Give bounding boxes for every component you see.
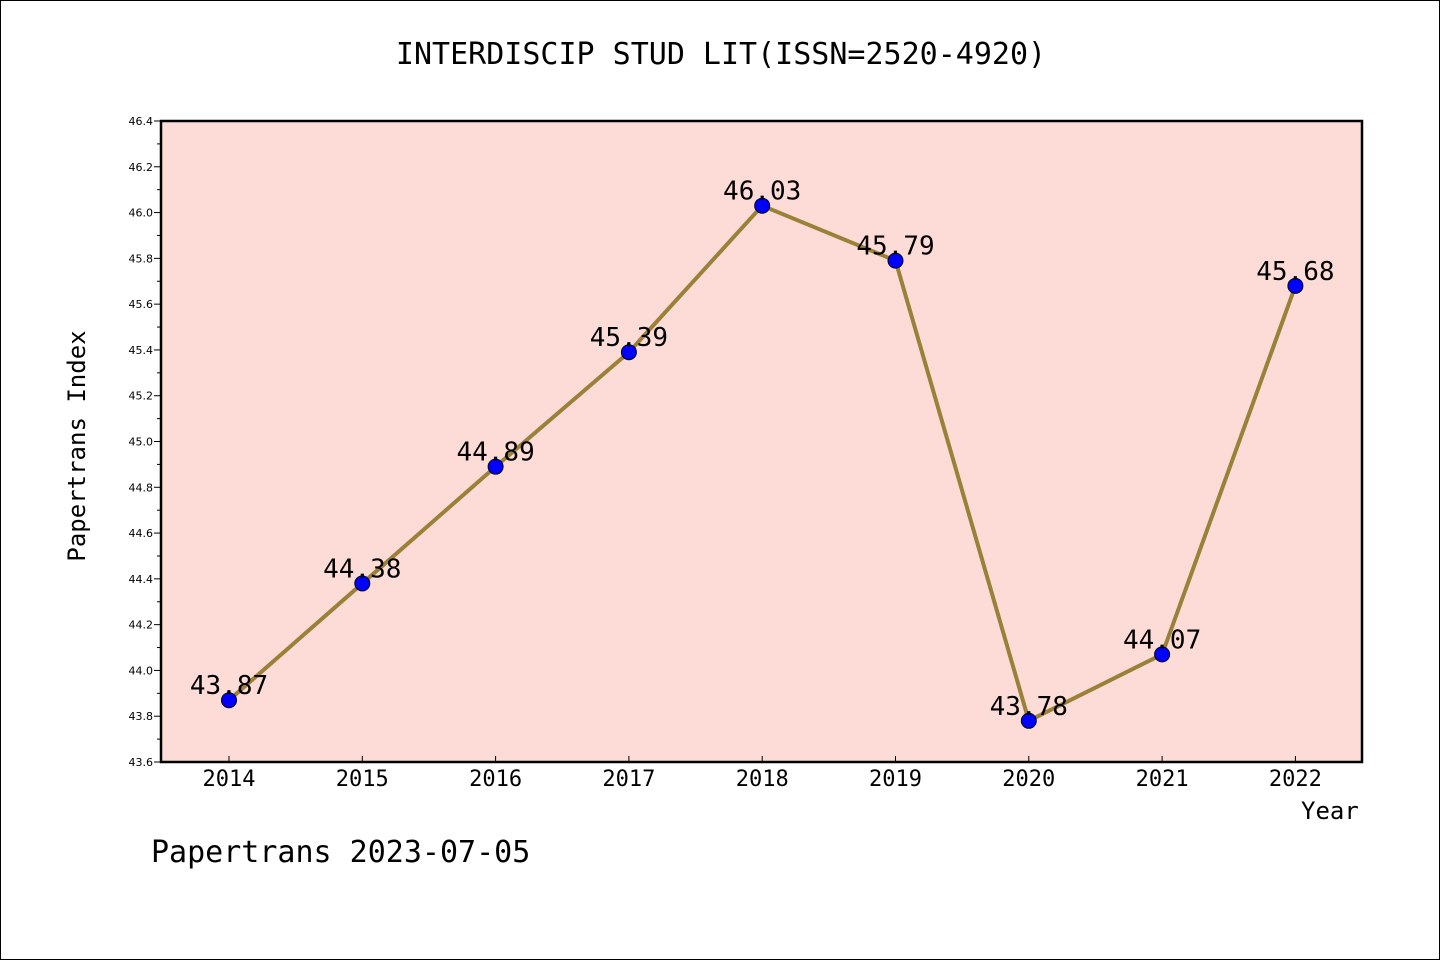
data-point — [1287, 277, 1304, 294]
data-point — [487, 458, 504, 475]
data-point — [1154, 646, 1171, 663]
y-tick-label: 45.4 — [129, 344, 154, 357]
data-label: 43.87 — [190, 671, 268, 701]
x-tick-label: 2020 — [1002, 767, 1055, 792]
footer-caption: Papertrans 2023-07-05 — [151, 835, 531, 870]
plot-area — [161, 121, 1362, 762]
y-tick-label: 43.8 — [129, 710, 154, 723]
plot-border — [159, 119, 1364, 764]
x-tick-label: 2015 — [336, 767, 389, 792]
y-tick-label: 44.6 — [129, 527, 154, 540]
x-tick-label: 2016 — [469, 767, 522, 792]
data-point — [620, 344, 637, 361]
y-tick-label: 45.8 — [129, 252, 154, 265]
data-point — [354, 575, 371, 592]
chart-title: INTERDISCIP STUD LIT(ISSN=2520-4920) — [395, 37, 1047, 72]
y-tick-label: 44.4 — [129, 573, 154, 586]
x-tick-label: 2018 — [736, 767, 789, 792]
y-axis: 43.6 43.8 44.0 44.2 44.4 44.6 44.8 45.0 45.2 45.4… — [129, 115, 161, 769]
y-tick-label: 43.6 — [129, 756, 154, 769]
y-tick-label: 44.2 — [129, 619, 154, 632]
data-label: 44.89 — [456, 438, 534, 468]
data-label: 44.07 — [1123, 625, 1201, 655]
x-axis-label: Year — [1301, 797, 1359, 825]
y-tick-label: 46.2 — [129, 161, 154, 174]
x-tick-label: 2019 — [869, 767, 922, 792]
data-point — [1020, 712, 1037, 729]
y-tick-label: 44.8 — [129, 481, 154, 494]
x-axis: 2014 2015 2016 2017 2018 2019 2020 2021 2022 — [203, 756, 1322, 792]
data-label: 45.79 — [856, 232, 934, 262]
y-tick-label: 46.0 — [129, 207, 154, 220]
data-labels: 43.87 44.38 44.89 45.39 46.03 45.79 43.78 44.07… — [190, 177, 1335, 722]
y-tick-label: 45.0 — [129, 436, 154, 449]
data-point — [887, 252, 904, 269]
data-label: 45.39 — [590, 323, 668, 353]
x-tick-label: 2014 — [203, 767, 256, 792]
y-tick-label: 44.0 — [129, 664, 154, 677]
y-tick-label: 45.6 — [129, 298, 154, 311]
x-tick-label: 2022 — [1269, 767, 1322, 792]
data-point — [221, 692, 237, 709]
data-points — [221, 197, 1304, 729]
data-label: 43.78 — [990, 692, 1068, 722]
x-tick-label: 2021 — [1136, 767, 1189, 792]
y-tick-label: 45.2 — [129, 390, 154, 403]
data-point — [754, 197, 771, 214]
data-label: 45.68 — [1256, 257, 1334, 287]
y-tick-label: 46.4 — [129, 115, 154, 128]
data-label: 44.38 — [323, 554, 401, 584]
x-tick-label: 2017 — [602, 767, 655, 792]
data-label: 46.03 — [723, 177, 801, 207]
